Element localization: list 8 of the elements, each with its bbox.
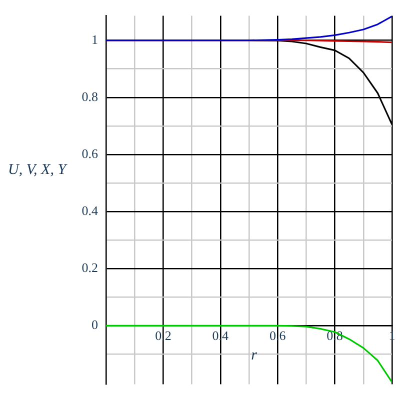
y-tick-label: 0.2 (82, 260, 98, 276)
y-tick-label: 1 (92, 32, 98, 47)
y-tick-label: 0.8 (82, 88, 98, 104)
y-tick-label: 0.6 (82, 146, 98, 161)
y-axis-title: U, V, X, Y (8, 162, 68, 178)
x-axis-title: r (251, 348, 258, 364)
y-tick-label: 0 (92, 317, 98, 332)
y-tick-label: 0.4 (82, 202, 98, 218)
